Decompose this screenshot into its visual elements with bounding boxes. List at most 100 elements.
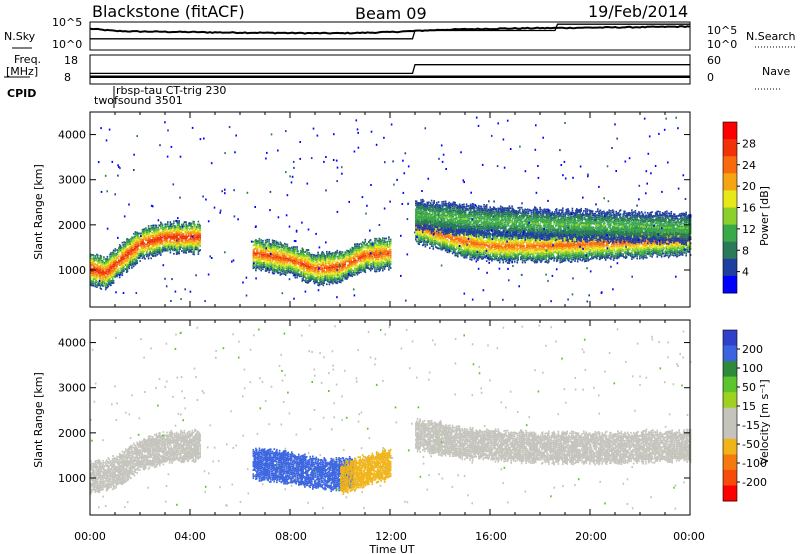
power-cell [142,237,145,239]
power-cell [312,263,314,266]
power-cell [334,257,337,260]
power-cell [101,278,103,280]
power-cell [270,256,273,259]
power-cell [301,251,304,254]
power-cell [104,272,107,274]
power-cell [305,273,307,275]
power-cell [424,245,427,248]
power-cell [372,259,374,262]
power-cell [150,224,152,227]
power-cell [121,254,124,256]
power-cell [298,273,300,276]
power-cell [120,267,123,269]
power-cell [264,245,267,248]
power-cell [329,279,332,281]
power-cell [517,258,519,261]
power-cell [190,242,193,245]
power-cell [354,245,357,248]
power-cell [439,243,442,246]
power-cell [154,255,157,257]
power-cell [178,252,180,255]
power-cell [104,284,107,287]
power-cell [290,269,292,272]
power-cell [162,230,165,233]
power-cell [315,258,318,261]
power-cell [114,254,117,256]
power-cell [138,248,140,251]
power-cell [155,249,158,251]
power-cell [262,266,264,269]
power-cell [178,250,180,253]
power-cell [128,257,131,259]
power-cell [317,257,319,260]
power-cell [358,265,360,268]
power-cell [319,283,321,286]
power-cell [526,242,528,244]
power-cell [362,246,365,249]
power-cell [181,240,183,242]
power-cell [188,240,190,243]
power-cell [278,268,281,271]
power-cell [343,257,346,260]
power-cell [290,247,292,250]
power-cell [255,253,257,256]
power-cell [194,230,196,232]
power-cell [127,255,130,258]
power-cell [326,276,329,279]
power-cell [371,259,374,262]
power-cell [285,261,288,264]
power-cell [278,266,281,269]
power-cell [128,240,131,243]
power-cell [299,249,302,252]
power-cell [269,257,271,259]
power-cell [125,268,127,270]
power-cell [374,256,376,258]
power-cell [94,257,96,259]
power-cell [279,259,282,262]
power-cell [259,245,262,248]
power-cell [298,253,301,255]
power-cell [272,250,275,253]
power-cell [97,261,100,264]
power-cell [335,261,338,264]
power-cell [115,256,117,259]
power-cell [149,234,152,237]
power-cell [268,259,270,261]
power-cell [316,271,318,273]
power-cell [291,252,293,255]
power-cell [332,256,334,258]
power-cell [90,272,92,274]
power-cell [334,279,337,282]
power-cell [334,267,337,270]
power-cell [336,282,339,285]
power-cell [350,268,353,270]
power-cell [520,243,523,246]
power-cell [324,261,326,263]
power-cell [385,247,388,250]
power-cell [274,254,276,257]
power-cell [134,255,137,258]
power-cell [187,239,189,242]
power-cell [130,250,132,252]
power-cell [131,250,133,253]
power-cell [277,247,279,250]
power-cell [268,269,270,272]
power-cell [267,248,269,250]
power-cell [263,245,266,248]
power-cell [319,279,321,282]
power-cell [147,225,150,227]
power-cell [324,257,326,259]
power-cell [185,231,187,234]
power-cell [340,271,342,274]
power-cell [95,279,97,282]
power-cell [138,242,140,245]
power-cell [333,274,336,277]
power-cell [429,247,431,249]
power-cell [336,278,339,280]
power-cell [334,277,337,280]
power-cell [255,239,257,241]
power-cell [314,259,317,261]
power-cell [286,257,289,260]
power-cell [469,250,471,252]
power-cell [177,233,180,236]
